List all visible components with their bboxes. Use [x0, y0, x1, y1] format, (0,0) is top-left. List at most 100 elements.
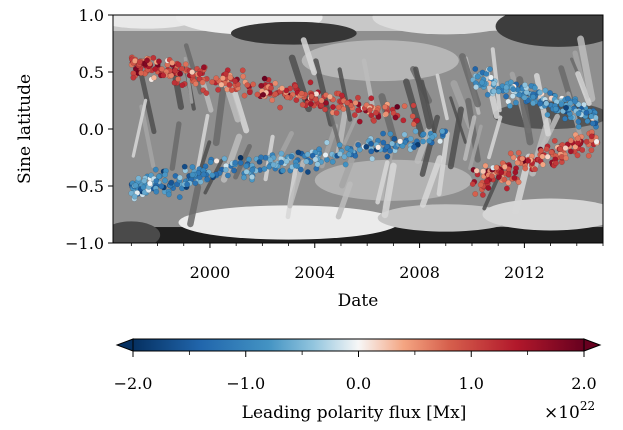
data-point-903 [515, 179, 522, 186]
contour-streak-64 [419, 155, 443, 208]
data-point-541 [346, 151, 352, 158]
data-point-191 [240, 73, 247, 80]
data-point-668 [503, 93, 509, 100]
data-point-824 [479, 192, 486, 198]
contour-streak-50 [361, 58, 377, 115]
data-point-483 [140, 184, 147, 191]
data-point-277 [260, 91, 267, 98]
data-point-270 [136, 59, 143, 65]
data-point-276 [279, 85, 285, 92]
data-point-275 [355, 107, 362, 114]
data-point-728 [583, 109, 590, 116]
data-point-273 [232, 78, 239, 84]
data-point-723 [575, 118, 582, 125]
data-point-267 [160, 72, 167, 79]
data-point-237 [241, 92, 248, 99]
contour-streak-61 [335, 181, 353, 220]
data-point-885 [551, 137, 558, 144]
data-point-593 [267, 156, 274, 163]
contour-streak-24 [171, 68, 184, 110]
data-point-241 [322, 106, 329, 113]
data-point-724 [564, 95, 571, 102]
data-point-760 [503, 84, 510, 91]
data-point-442 [342, 161, 349, 168]
contour-streak-66 [575, 71, 592, 107]
data-point-910 [473, 167, 480, 174]
data-point-415 [429, 134, 436, 141]
data-point-288 [312, 96, 319, 103]
data-point-598 [222, 166, 229, 173]
data-point-757 [589, 120, 596, 127]
data-point-559 [420, 131, 427, 137]
data-point-596 [303, 158, 310, 165]
data-point-720 [575, 123, 582, 130]
x-tick-label-1: 2004 [294, 263, 335, 282]
data-point-738 [542, 87, 549, 94]
data-point-509 [177, 174, 183, 181]
contour-streak-28 [187, 183, 202, 228]
data-point-248 [158, 66, 165, 73]
contour-streak-51 [131, 98, 148, 158]
data-point-187 [375, 114, 382, 120]
data-point-496 [279, 167, 286, 174]
data-point-234 [293, 97, 300, 103]
data-point-932 [501, 163, 508, 170]
data-point-667 [537, 100, 543, 107]
data-point-293 [284, 94, 291, 101]
data-point-595 [283, 158, 290, 165]
data-point-113 [401, 103, 408, 109]
data-point-320 [341, 153, 348, 160]
x-tick-label-2: 2008 [399, 263, 440, 282]
data-point-917 [532, 166, 538, 173]
data-point-188 [171, 79, 178, 86]
data-point-585 [329, 158, 336, 165]
data-point-433 [295, 149, 302, 156]
data-point-597 [314, 161, 321, 168]
data-point-653 [483, 70, 490, 77]
data-point-583 [292, 162, 299, 169]
data-point-538 [213, 158, 220, 164]
data-point-860 [514, 159, 521, 166]
data-point-23 [394, 103, 401, 110]
data-point-130 [227, 74, 234, 81]
data-point-465 [241, 174, 247, 181]
data-point-548 [261, 166, 268, 172]
data-point-560 [153, 188, 160, 195]
data-point-265 [327, 93, 333, 100]
data-point-204 [218, 81, 225, 88]
data-point-397 [368, 148, 375, 155]
data-point-730 [532, 84, 538, 91]
data-point-446 [258, 154, 264, 161]
data-point-586 [391, 135, 398, 142]
data-point-426 [389, 140, 395, 147]
data-point-157 [277, 104, 283, 111]
data-point-920 [557, 146, 564, 152]
data-point-362 [401, 131, 408, 138]
data-point-252 [292, 83, 299, 90]
data-point-297 [298, 90, 305, 97]
data-point-934 [588, 133, 595, 140]
contour-streak-49 [413, 66, 432, 130]
data-point-755 [572, 98, 578, 105]
data-point-120 [272, 80, 279, 87]
data-point-528 [337, 151, 343, 157]
contour-streak-22 [337, 67, 353, 122]
contour-streak-4 [169, 121, 182, 171]
data-point-306 [384, 153, 391, 160]
data-point-566 [146, 180, 153, 187]
data-point-152 [226, 81, 233, 88]
data-point-581 [316, 146, 323, 153]
data-point-286 [172, 67, 178, 74]
data-point-299 [144, 57, 150, 64]
data-point-347 [323, 139, 330, 146]
data-point-722 [490, 80, 497, 87]
contour-blob-8 [482, 198, 603, 231]
data-point-278 [338, 92, 345, 99]
x-axis: 2000 2004 2008 2012 [130, 243, 604, 282]
data-point-178 [228, 87, 235, 93]
data-point-215 [178, 65, 185, 72]
data-point-769 [521, 94, 528, 101]
x-axis-label: Date [338, 291, 379, 311]
data-point-737 [508, 79, 514, 86]
